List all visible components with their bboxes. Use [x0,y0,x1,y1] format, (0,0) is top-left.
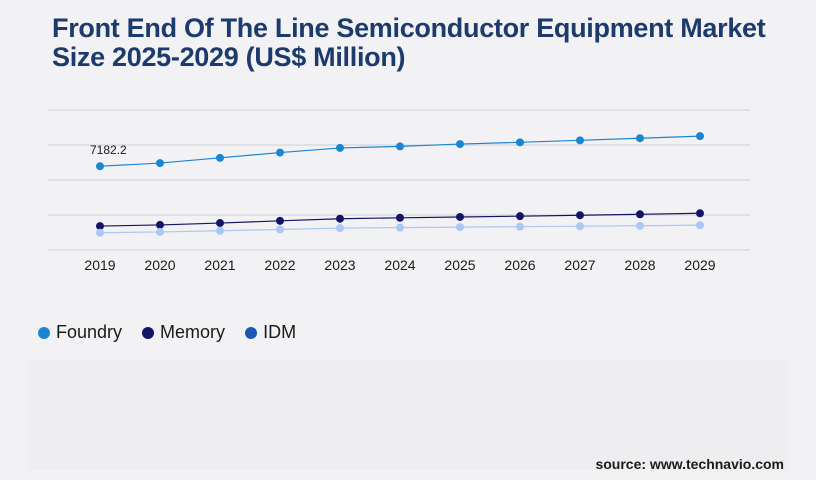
data-point-memory [336,214,344,223]
data-point-memory [216,219,224,228]
bottom-panel [28,360,788,470]
data-point-foundry [276,148,284,157]
legend-item-foundry[interactable]: Foundry [38,322,122,343]
data-point-memory [156,220,164,229]
foundry-marker-icon [38,326,50,339]
x-tick-label: 2028 [624,257,655,273]
data-point-foundry [156,159,164,168]
data-point-idm [156,227,164,236]
data-point-foundry [396,142,404,151]
legend: Foundry Memory IDM [38,322,296,343]
series-line-foundry [99,135,701,167]
x-tick-label: 2022 [264,257,295,273]
x-tick-label: 2024 [384,257,415,273]
data-point-memory [636,210,644,219]
x-tick-label: 2025 [444,257,475,273]
legend-label-idm: IDM [263,322,297,342]
data-point-foundry [696,132,704,141]
x-tick-label: 2020 [144,257,175,273]
data-point-memory [96,222,104,231]
source-credit: source: www.technavio.com [595,456,784,472]
data-point-foundry [636,134,644,143]
legend-label-memory: Memory [160,322,226,342]
data-point-idm [276,225,284,234]
data-point-foundry [216,153,224,162]
idm-marker-icon [245,326,258,339]
x-tick-label: 2029 [684,257,715,273]
legend-item-idm[interactable]: IDM [245,322,296,343]
data-point-memory [576,211,584,220]
data-point-idm [456,223,464,232]
data-point-idm [336,224,344,233]
data-point-foundry [516,138,524,147]
data-point-foundry [456,140,464,149]
line-chart: 2019 2020 2021 2022 2023 2024 2025 2026 2027 2028… [48,109,750,273]
x-tick-label: 2027 [564,257,595,273]
x-tick-label: 2023 [324,257,355,273]
memory-marker-icon [142,326,155,339]
x-tick-label: 2026 [504,257,535,273]
data-point-foundry [96,162,104,171]
data-point-idm [696,221,704,230]
data-point-idm [636,221,644,230]
data-point-memory [456,212,464,221]
data-point-idm [96,228,104,237]
chart-area: 2019 2020 2021 2022 2023 2024 2025 2026 2027 2028… [0,90,816,290]
data-point-foundry [576,136,584,145]
chart-title: Front End Of The Line Semiconductor Equi… [52,13,766,72]
data-point-memory [696,209,704,218]
x-tick-label: 2019 [84,257,115,273]
legend-label-foundry: Foundry [56,322,123,342]
data-point-foundry [336,143,344,152]
data-point-idm [516,222,524,231]
x-tick-label: 2021 [204,257,235,273]
data-point-memory [276,216,284,225]
data-point-memory [516,212,524,221]
data-point-idm [576,222,584,231]
data-point-idm [216,226,224,235]
data-point-memory [396,213,404,222]
data-label: 7182.2 [90,143,127,157]
legend-item-memory[interactable]: Memory [142,322,225,343]
data-point-idm [396,223,404,232]
